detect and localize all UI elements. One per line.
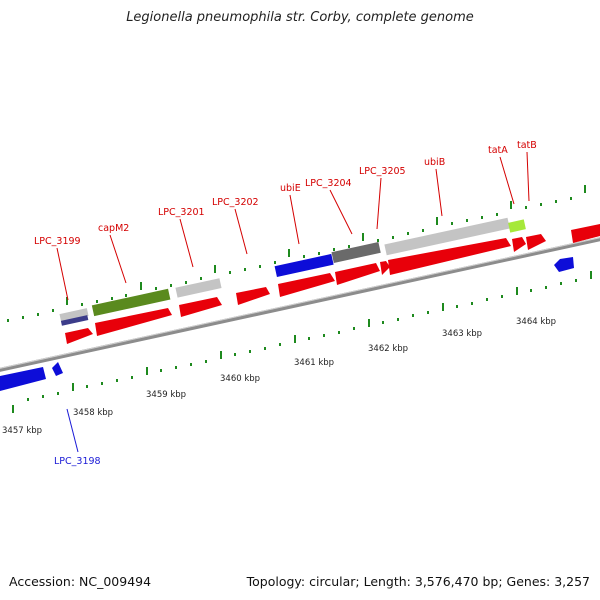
kbp-label: 3461 kbp [294,358,334,368]
gene-arrow-tata[interactable] [512,237,526,252]
genome-backbone [0,237,600,372]
upper-tick-track [7,185,586,322]
gene-label-lpc3198[interactable]: LPC_3198 [54,456,101,467]
forward-strand-genes [65,224,600,344]
gene-arrow-lpc3199[interactable] [65,328,93,344]
kbp-label: 3462 kbp [368,344,408,354]
feature-ubib[interactable] [384,217,510,256]
feature-lpc3199-gray[interactable] [59,308,89,322]
kbp-scale-labels: 3457 kbp 3458 kbp 3459 kbp 3460 kbp 3461… [2,317,556,436]
gene-label-capm2[interactable]: capM2 [98,223,129,234]
kbp-label: 3457 kbp [2,426,42,436]
gene-arrow-ubie[interactable] [278,273,335,297]
genome-backbone-highlight [0,237,600,369]
gene-arrow-lpc3198[interactable] [52,362,63,376]
gene-label-tata[interactable]: tatA [488,145,508,156]
gene-arrow-lpc3201[interactable] [179,297,222,317]
gene-label-lpc3201[interactable]: LPC_3201 [158,207,205,218]
gene-arrow-next[interactable] [571,224,600,243]
topology-text: Topology: circular; Length: 3,576,470 bp… [246,574,590,589]
kbp-label: 3460 kbp [220,374,260,384]
feature-tat[interactable] [508,219,526,233]
feature-track-upper [59,217,526,326]
kbp-label: 3463 kbp [442,329,482,339]
gene-arrow-lpc3197[interactable] [0,367,46,391]
gene-labels: LPC_3198 LPC_3199 capM2 LPC_3201 LPC_320… [34,140,537,467]
lower-tick-track [12,271,592,413]
gene-label-ubib[interactable]: ubiB [424,157,445,168]
kbp-label: 3458 kbp [73,408,113,418]
feature-capm2[interactable] [91,288,171,317]
kbp-label: 3464 kbp [516,317,556,327]
gene-label-lpc3204[interactable]: LPC_3204 [305,178,352,189]
gene-arrow-ubib[interactable] [388,238,511,275]
reverse-strand-genes [0,257,574,391]
gene-arrow-lpc3202[interactable] [236,287,270,305]
feature-lpc3204[interactable] [331,242,381,263]
gene-label-tatb[interactable]: tatB [517,140,537,151]
feature-lpc3199-navy[interactable] [60,315,89,326]
accession-text: Accession: NC_009494 [9,574,152,589]
gene-label-lpc3199[interactable]: LPC_3199 [34,236,81,247]
gene-arrow-lpc3204[interactable] [335,263,380,285]
feature-lpc3201[interactable] [175,278,222,298]
feature-ubie[interactable] [274,253,334,278]
kbp-label: 3459 kbp [146,390,186,400]
gene-arrow-capm2[interactable] [95,308,172,336]
gene-label-ubie[interactable]: ubiE [280,183,301,194]
gene-label-lpc3202[interactable]: LPC_3202 [212,197,259,208]
gene-arrow-lpc3205[interactable] [380,261,390,275]
gene-label-lpc3205[interactable]: LPC_3205 [359,166,406,177]
gene-arrow-reverse-right[interactable] [554,257,574,272]
gene-arrow-tatb[interactable] [526,234,546,250]
label-leader-lines [56,151,530,453]
map-title: Legionella pneumophila str. Corby, compl… [126,10,474,25]
